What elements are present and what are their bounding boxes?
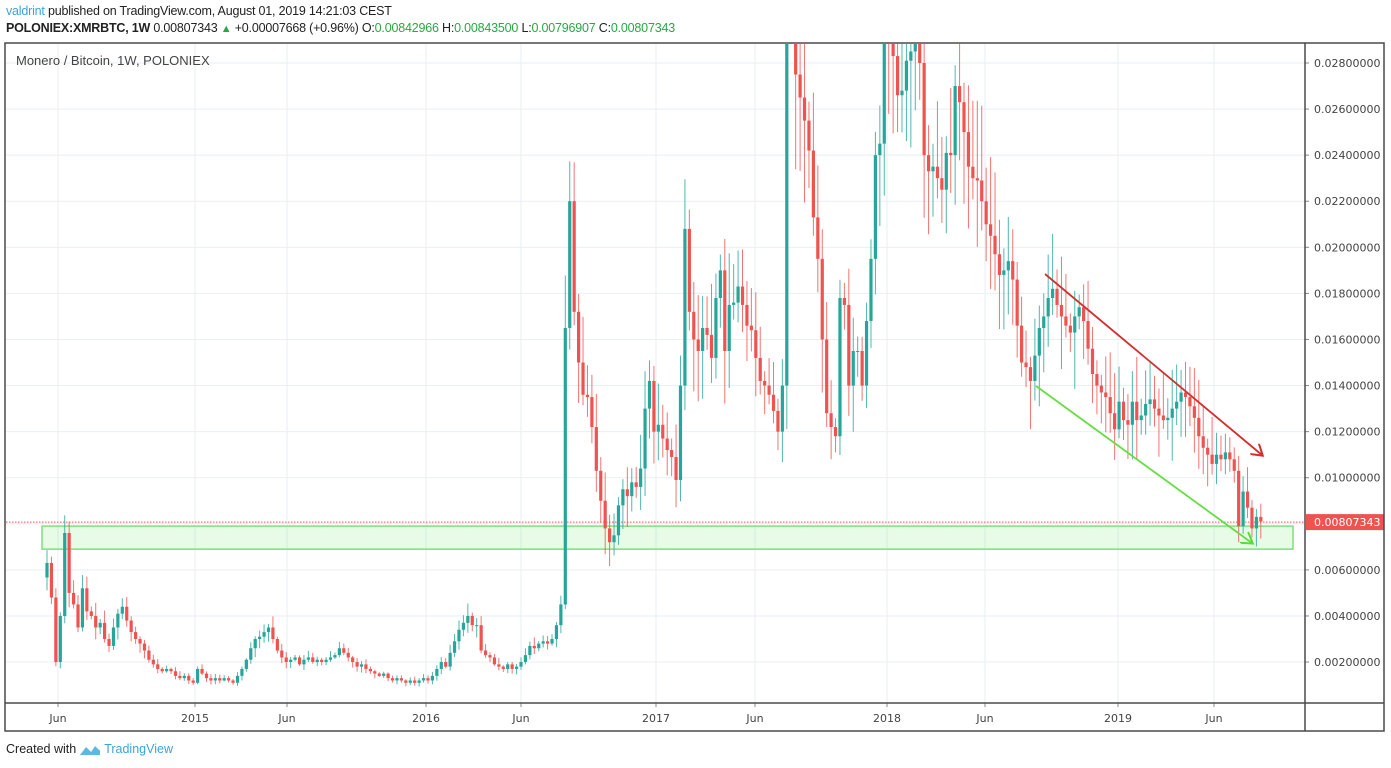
open-label: O: <box>361 21 375 35</box>
high-label: H: <box>442 21 455 35</box>
close-value: 0.00807343 <box>610 21 675 35</box>
svg-text:0.02600000: 0.02600000 <box>1314 103 1380 116</box>
svg-text:Jun: Jun <box>975 712 993 725</box>
svg-text:2017: 2017 <box>642 712 670 725</box>
low-label: L: <box>521 21 532 35</box>
svg-text:0.00200000: 0.00200000 <box>1314 656 1380 669</box>
up-triangle-icon: ▲ <box>220 23 232 35</box>
publish-text: published on TradingView.com, August 01,… <box>44 4 392 18</box>
tradingview-link[interactable]: TradingView <box>104 742 173 756</box>
candlesticks <box>45 44 1263 687</box>
svg-text:Jun: Jun <box>745 712 763 725</box>
svg-text:0.02000000: 0.02000000 <box>1314 241 1380 254</box>
svg-text:2018: 2018 <box>873 712 901 725</box>
time-axis[interactable]: Jun 2015 Jun 2016 Jun 2017 Jun 2018 Jun 2019 Jun <box>48 703 1223 725</box>
support-zone <box>6 521 1305 550</box>
trend-arrows[interactable] <box>1035 273 1262 543</box>
svg-text:0.01600000: 0.01600000 <box>1314 333 1380 346</box>
symbol-legend: POLONIEX:XMRBTC, 1W 0.00807343 ▲ +0.0000… <box>6 21 675 35</box>
last-price: 0.00807343 <box>153 21 218 35</box>
svg-text:0.00600000: 0.00600000 <box>1314 564 1380 577</box>
open-value: 0.00842966 <box>374 21 439 35</box>
footer: Created with TradingView <box>6 742 173 756</box>
svg-text:0.02400000: 0.02400000 <box>1314 149 1380 162</box>
svg-text:2019: 2019 <box>1104 712 1132 725</box>
symbol-name: POLONIEX:XMRBTC, 1W <box>6 21 151 35</box>
svg-text:0.01000000: 0.01000000 <box>1314 472 1380 485</box>
low-value: 0.00796907 <box>531 21 596 35</box>
created-with-text: Created with <box>6 742 77 756</box>
chart-frame <box>4 42 1385 732</box>
close-label: C: <box>598 21 611 35</box>
grid-lines <box>6 44 1305 703</box>
chart-title: Monero / Bitcoin, 1W, POLONIEX <box>16 53 210 68</box>
svg-text:0.01200000: 0.01200000 <box>1314 426 1380 439</box>
publisher-link[interactable]: valdrint <box>6 4 45 18</box>
svg-text:0.00807343: 0.00807343 <box>1314 516 1380 529</box>
svg-text:0.01400000: 0.01400000 <box>1314 380 1380 393</box>
svg-text:0.00400000: 0.00400000 <box>1314 610 1380 623</box>
svg-text:0.02800000: 0.02800000 <box>1314 57 1380 70</box>
svg-text:2016: 2016 <box>412 712 440 725</box>
high-value: 0.00843500 <box>454 21 519 35</box>
price-change: +0.00007668 (+0.96%) <box>234 21 359 35</box>
svg-text:Jun: Jun <box>1204 712 1222 725</box>
publish-info: valdrint published on TradingView.com, A… <box>6 4 392 18</box>
svg-text:0.01800000: 0.01800000 <box>1314 287 1380 300</box>
svg-text:Jun: Jun <box>277 712 295 725</box>
svg-text:2015: 2015 <box>181 712 209 725</box>
svg-text:Jun: Jun <box>48 712 66 725</box>
svg-text:0.02200000: 0.02200000 <box>1314 195 1380 208</box>
price-axis[interactable]: 0.02800000 0.02600000 0.02400000 0.02200000… <box>1305 57 1384 669</box>
tradingview-logo-icon <box>79 743 101 755</box>
svg-text:Jun: Jun <box>511 712 529 725</box>
